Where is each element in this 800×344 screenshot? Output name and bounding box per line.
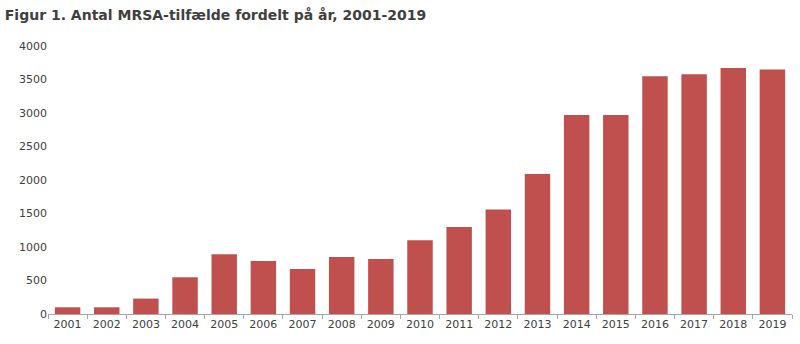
svg-text:2009: 2009 (367, 318, 395, 331)
svg-text:2005: 2005 (210, 318, 238, 331)
svg-text:2010: 2010 (406, 318, 434, 331)
svg-text:2000: 2000 (19, 174, 47, 187)
svg-text:1000: 1000 (19, 241, 47, 254)
svg-text:2003: 2003 (132, 318, 160, 331)
svg-text:3500: 3500 (19, 73, 47, 86)
svg-text:2019: 2019 (758, 318, 786, 331)
svg-text:2006: 2006 (249, 318, 277, 331)
svg-text:2015: 2015 (602, 318, 630, 331)
svg-text:2008: 2008 (328, 318, 356, 331)
svg-text:2012: 2012 (484, 318, 512, 331)
svg-text:2014: 2014 (563, 318, 591, 331)
svg-text:2500: 2500 (19, 140, 47, 153)
svg-text:500: 500 (26, 274, 47, 287)
svg-text:2007: 2007 (289, 318, 317, 331)
svg-text:2013: 2013 (523, 318, 551, 331)
svg-text:2001: 2001 (54, 318, 82, 331)
svg-text:2018: 2018 (719, 318, 747, 331)
svg-text:2002: 2002 (93, 318, 121, 331)
svg-text:2016: 2016 (641, 318, 669, 331)
svg-text:1500: 1500 (19, 207, 47, 220)
svg-text:2017: 2017 (680, 318, 708, 331)
svg-text:4000: 4000 (19, 40, 47, 53)
svg-text:0: 0 (40, 308, 47, 321)
svg-text:2004: 2004 (171, 318, 199, 331)
svg-text:3000: 3000 (19, 107, 47, 120)
svg-text:2011: 2011 (445, 318, 473, 331)
svg-text:Figur 1. Antal MRSA-tilfælde f: Figur 1. Antal MRSA-tilfælde fordelt på … (5, 7, 426, 23)
